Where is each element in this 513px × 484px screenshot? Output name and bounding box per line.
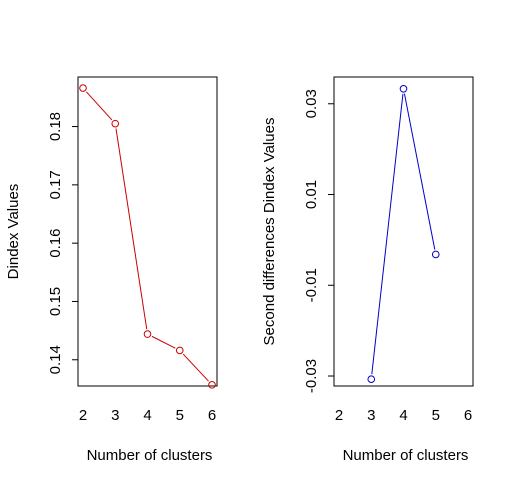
y-tick-label: 0.16: [47, 229, 64, 258]
x-tick-label: 5: [176, 407, 184, 424]
series-line-segment: [115, 128, 148, 330]
x-axis-label: Number of clusters: [87, 447, 213, 464]
chart-panel-2: 2 3 4 5 6 -0.03 -0.01 0.01 0.03 Number of cluster…: [261, 76, 474, 464]
x-tick-label: 6: [208, 407, 216, 424]
y-axis-label: Dindex Values: [5, 184, 22, 280]
x-tick-label: 6: [464, 407, 472, 424]
x-tick-label: 3: [367, 407, 375, 424]
y-tick-label: 0.18: [47, 112, 64, 141]
y-tick-label: 0.03: [303, 89, 320, 118]
series-line-segment: [371, 93, 404, 375]
plot-frame: [333, 76, 474, 387]
y-tick-label: 0.14: [47, 345, 64, 374]
x-axis-label: Number of clusters: [343, 447, 469, 464]
data-point: [175, 346, 184, 355]
data-point: [143, 330, 152, 338]
y-tick-label: -0.03: [303, 359, 320, 393]
series-line-segment: [182, 353, 209, 382]
data-point: [208, 381, 216, 389]
y-tick-label: 0.01: [303, 180, 320, 209]
y-tick-label: -0.01: [303, 268, 320, 302]
plot-frame: [77, 76, 218, 387]
chart-panel-1: 2 3 4 5 6 0.14 0.15 0.16 0.17 0.18 Number of clust…: [5, 76, 218, 464]
x-tick-label: 5: [432, 407, 440, 424]
y-tick-label: 0.17: [47, 170, 64, 199]
data-point: [431, 250, 440, 259]
x-tick-label: 3: [111, 407, 119, 424]
y-axis-label: Second differences Dindex Values: [261, 118, 278, 346]
data-point: [399, 84, 408, 93]
x-tick-label: 4: [399, 407, 407, 424]
y-tick-label: 0.15: [47, 287, 64, 316]
series-line-segment: [151, 335, 176, 349]
x-tick-label: 4: [143, 407, 151, 424]
data-point: [111, 119, 120, 128]
x-tick-label: 2: [79, 407, 87, 424]
series-line-segment: [85, 91, 113, 121]
series-line-segment: [403, 93, 436, 250]
x-tick-label: 2: [335, 407, 343, 424]
data-point: [367, 375, 376, 383]
data-point: [79, 84, 87, 92]
